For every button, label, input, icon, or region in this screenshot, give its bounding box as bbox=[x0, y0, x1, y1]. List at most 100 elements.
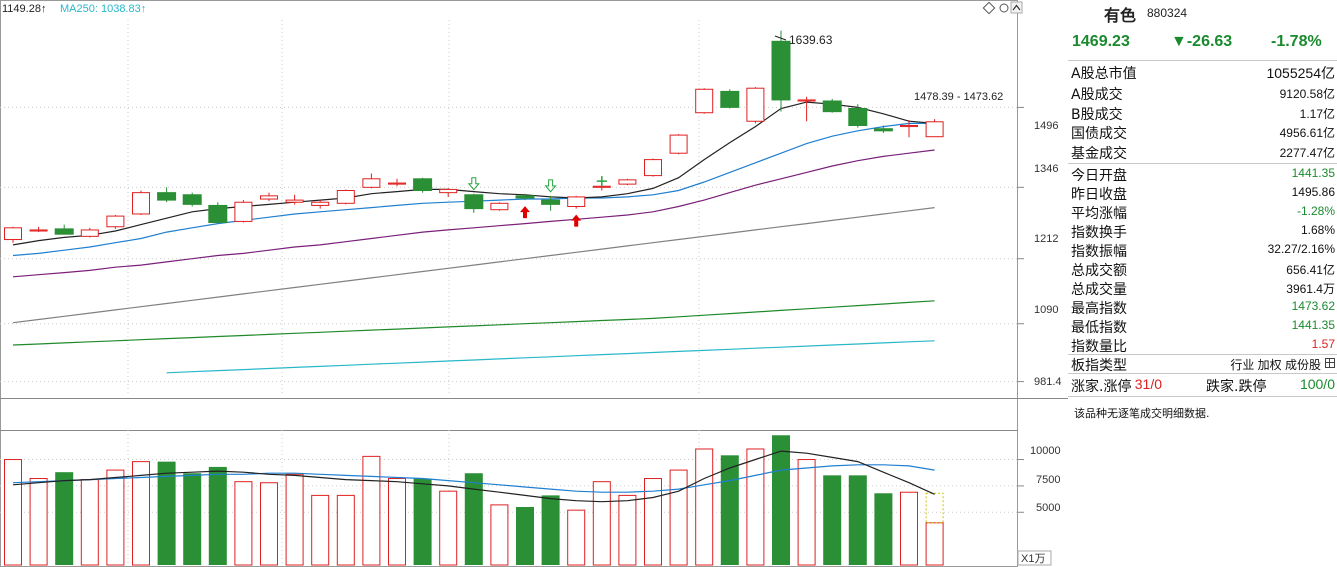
quote-stat-label: 国债成交 bbox=[1071, 126, 1127, 142]
volume-bar bbox=[490, 504, 509, 566]
volume-bar bbox=[541, 495, 560, 565]
candle-body bbox=[4, 227, 22, 241]
volume-ma-black-line bbox=[12, 450, 935, 503]
candle-body bbox=[29, 229, 48, 232]
volume-bar bbox=[874, 493, 893, 565]
volume-axis-label: 10000 bbox=[1030, 445, 1061, 457]
candle-body bbox=[515, 195, 535, 199]
quote-stat-label: A股成交 bbox=[1071, 87, 1123, 103]
volume-bar bbox=[362, 455, 381, 566]
range-annotation: 1478.39 - 1473.62 bbox=[914, 91, 1003, 103]
quote-stat-label: 平均涨幅 bbox=[1071, 206, 1127, 222]
quote-stat-row: 指数振幅 32.27/2.16% bbox=[1071, 240, 1335, 260]
detail-note: 该品种无逐笔成交明细数据. bbox=[1074, 407, 1210, 420]
volume-axis-label: 5000 bbox=[1036, 502, 1060, 514]
candle-body bbox=[311, 201, 330, 206]
quote-stat-label: 总成交量 bbox=[1071, 282, 1127, 298]
volume-bar bbox=[208, 466, 227, 565]
index-name: 有色 bbox=[1104, 6, 1137, 25]
candle-body bbox=[54, 228, 74, 235]
kline-chart[interactable]: 1149.28↑ MA250: 1038.83↑ 1496 1346 1212 … bbox=[0, 0, 1068, 567]
quote-stat-value: 3961.4万 bbox=[1286, 282, 1335, 296]
quote-stat-row: 总成交量 3961.4万 bbox=[1071, 278, 1335, 298]
volume-bar bbox=[183, 473, 202, 565]
candle-body bbox=[182, 194, 202, 205]
volume-bar bbox=[720, 455, 739, 565]
quote-stat-value: 1.17亿 bbox=[1299, 107, 1335, 121]
board-type-value[interactable]: 行业 加权 成份股 bbox=[1230, 358, 1321, 372]
circle-icon[interactable] bbox=[999, 3, 1009, 13]
ma-gray-line bbox=[12, 207, 935, 324]
candle-body bbox=[336, 190, 355, 204]
candle-body bbox=[797, 99, 816, 102]
volume-bar bbox=[823, 475, 842, 565]
candle-body bbox=[362, 178, 381, 188]
volume-bar bbox=[900, 491, 918, 566]
candle-body bbox=[541, 199, 561, 205]
volume-bar bbox=[55, 472, 74, 565]
quote-stat-row: 昨日收盘 1495.86 bbox=[1071, 183, 1335, 203]
ma250-label: MA250: 1038.83↑ bbox=[60, 3, 146, 15]
quote-stat-label: 指数振幅 bbox=[1071, 244, 1127, 260]
trade-signals bbox=[467, 176, 607, 227]
quote-stat-value: 1.68% bbox=[1300, 223, 1335, 237]
candle-body bbox=[388, 182, 406, 185]
price-change: ▼-26.63 bbox=[1171, 33, 1233, 50]
price-axis-label: 1090 bbox=[1034, 304, 1058, 316]
volume-bar bbox=[746, 448, 765, 566]
quote-stat-value: 32.27/2.16% bbox=[1267, 242, 1335, 256]
volume-bar bbox=[336, 494, 355, 566]
quote-side-panel: 有色 880324 1469.23 ▼-26.63 -1.78% A股总市值 10… bbox=[1068, 0, 1337, 567]
volume-bar bbox=[311, 494, 330, 566]
quote-stat-value: 4956.61亿 bbox=[1279, 126, 1335, 140]
quote-stat-row: A股总市值 1055254亿 bbox=[1071, 62, 1335, 82]
volume-ma-lines bbox=[12, 450, 935, 503]
board-type-row: 板指类型 行业 加权 成份股 bbox=[1071, 354, 1335, 374]
candle-body bbox=[234, 201, 253, 222]
candle-body bbox=[208, 204, 228, 223]
current-price: 1469.23 bbox=[1072, 33, 1130, 50]
quote-stat-row: 基金成交 2277.47亿 bbox=[1071, 142, 1335, 162]
chevron-up-icon[interactable] bbox=[1010, 1, 1023, 14]
candle-body bbox=[644, 159, 662, 177]
quote-stat-row: 总成交额 656.41亿 bbox=[1071, 259, 1335, 279]
moving-average-lines bbox=[12, 101, 935, 374]
volume-bar bbox=[797, 459, 816, 566]
volume-bar bbox=[772, 435, 790, 565]
candle-body bbox=[873, 128, 893, 132]
volume-bar bbox=[132, 461, 150, 566]
up-count-label: 涨家.涨停 bbox=[1071, 379, 1132, 395]
up-down-row: 涨家.涨停 31/0 跌家.跌停 100/0 bbox=[1071, 375, 1335, 395]
quote-stat-label: 基金成交 bbox=[1071, 146, 1127, 162]
quote-stat-label: 指数换手 bbox=[1071, 225, 1127, 241]
candle-body bbox=[848, 107, 868, 127]
candle-body bbox=[490, 202, 509, 211]
volume-bar bbox=[29, 478, 48, 566]
diamond-icon[interactable] bbox=[982, 1, 996, 15]
volume-bar bbox=[439, 490, 458, 566]
quote-stat-value: -1.28% bbox=[1296, 204, 1335, 218]
quote-stat-label: 最低指数 bbox=[1071, 320, 1127, 336]
quote-stat-value: 656.41亿 bbox=[1286, 263, 1335, 277]
quote-stat-row: 最高指数 1473.62 bbox=[1071, 297, 1335, 317]
candle-body bbox=[771, 40, 791, 101]
price-change-percent: -1.78% bbox=[1271, 33, 1322, 50]
high-annotation: 1639.63 bbox=[789, 33, 833, 47]
divider bbox=[1068, 354, 1337, 355]
volume-bar bbox=[413, 478, 432, 565]
volume-bar bbox=[516, 506, 534, 565]
candle-body bbox=[439, 188, 458, 194]
last-close-label: 1149.28↑ bbox=[2, 3, 46, 15]
volume-bar bbox=[925, 522, 944, 566]
quote-stat-row: 国债成交 4956.61亿 bbox=[1071, 122, 1335, 142]
divider bbox=[1068, 163, 1337, 164]
quote-stat-label: B股成交 bbox=[1071, 107, 1123, 123]
candle-body bbox=[80, 229, 99, 237]
volume-bar bbox=[644, 478, 662, 566]
candle-body bbox=[695, 88, 714, 114]
volume-bar bbox=[388, 478, 406, 566]
grid-icon[interactable] bbox=[1325, 358, 1335, 368]
ma-long-line bbox=[12, 149, 935, 278]
divider bbox=[1068, 60, 1337, 61]
volume-unit-label: X1万 bbox=[1021, 553, 1045, 565]
